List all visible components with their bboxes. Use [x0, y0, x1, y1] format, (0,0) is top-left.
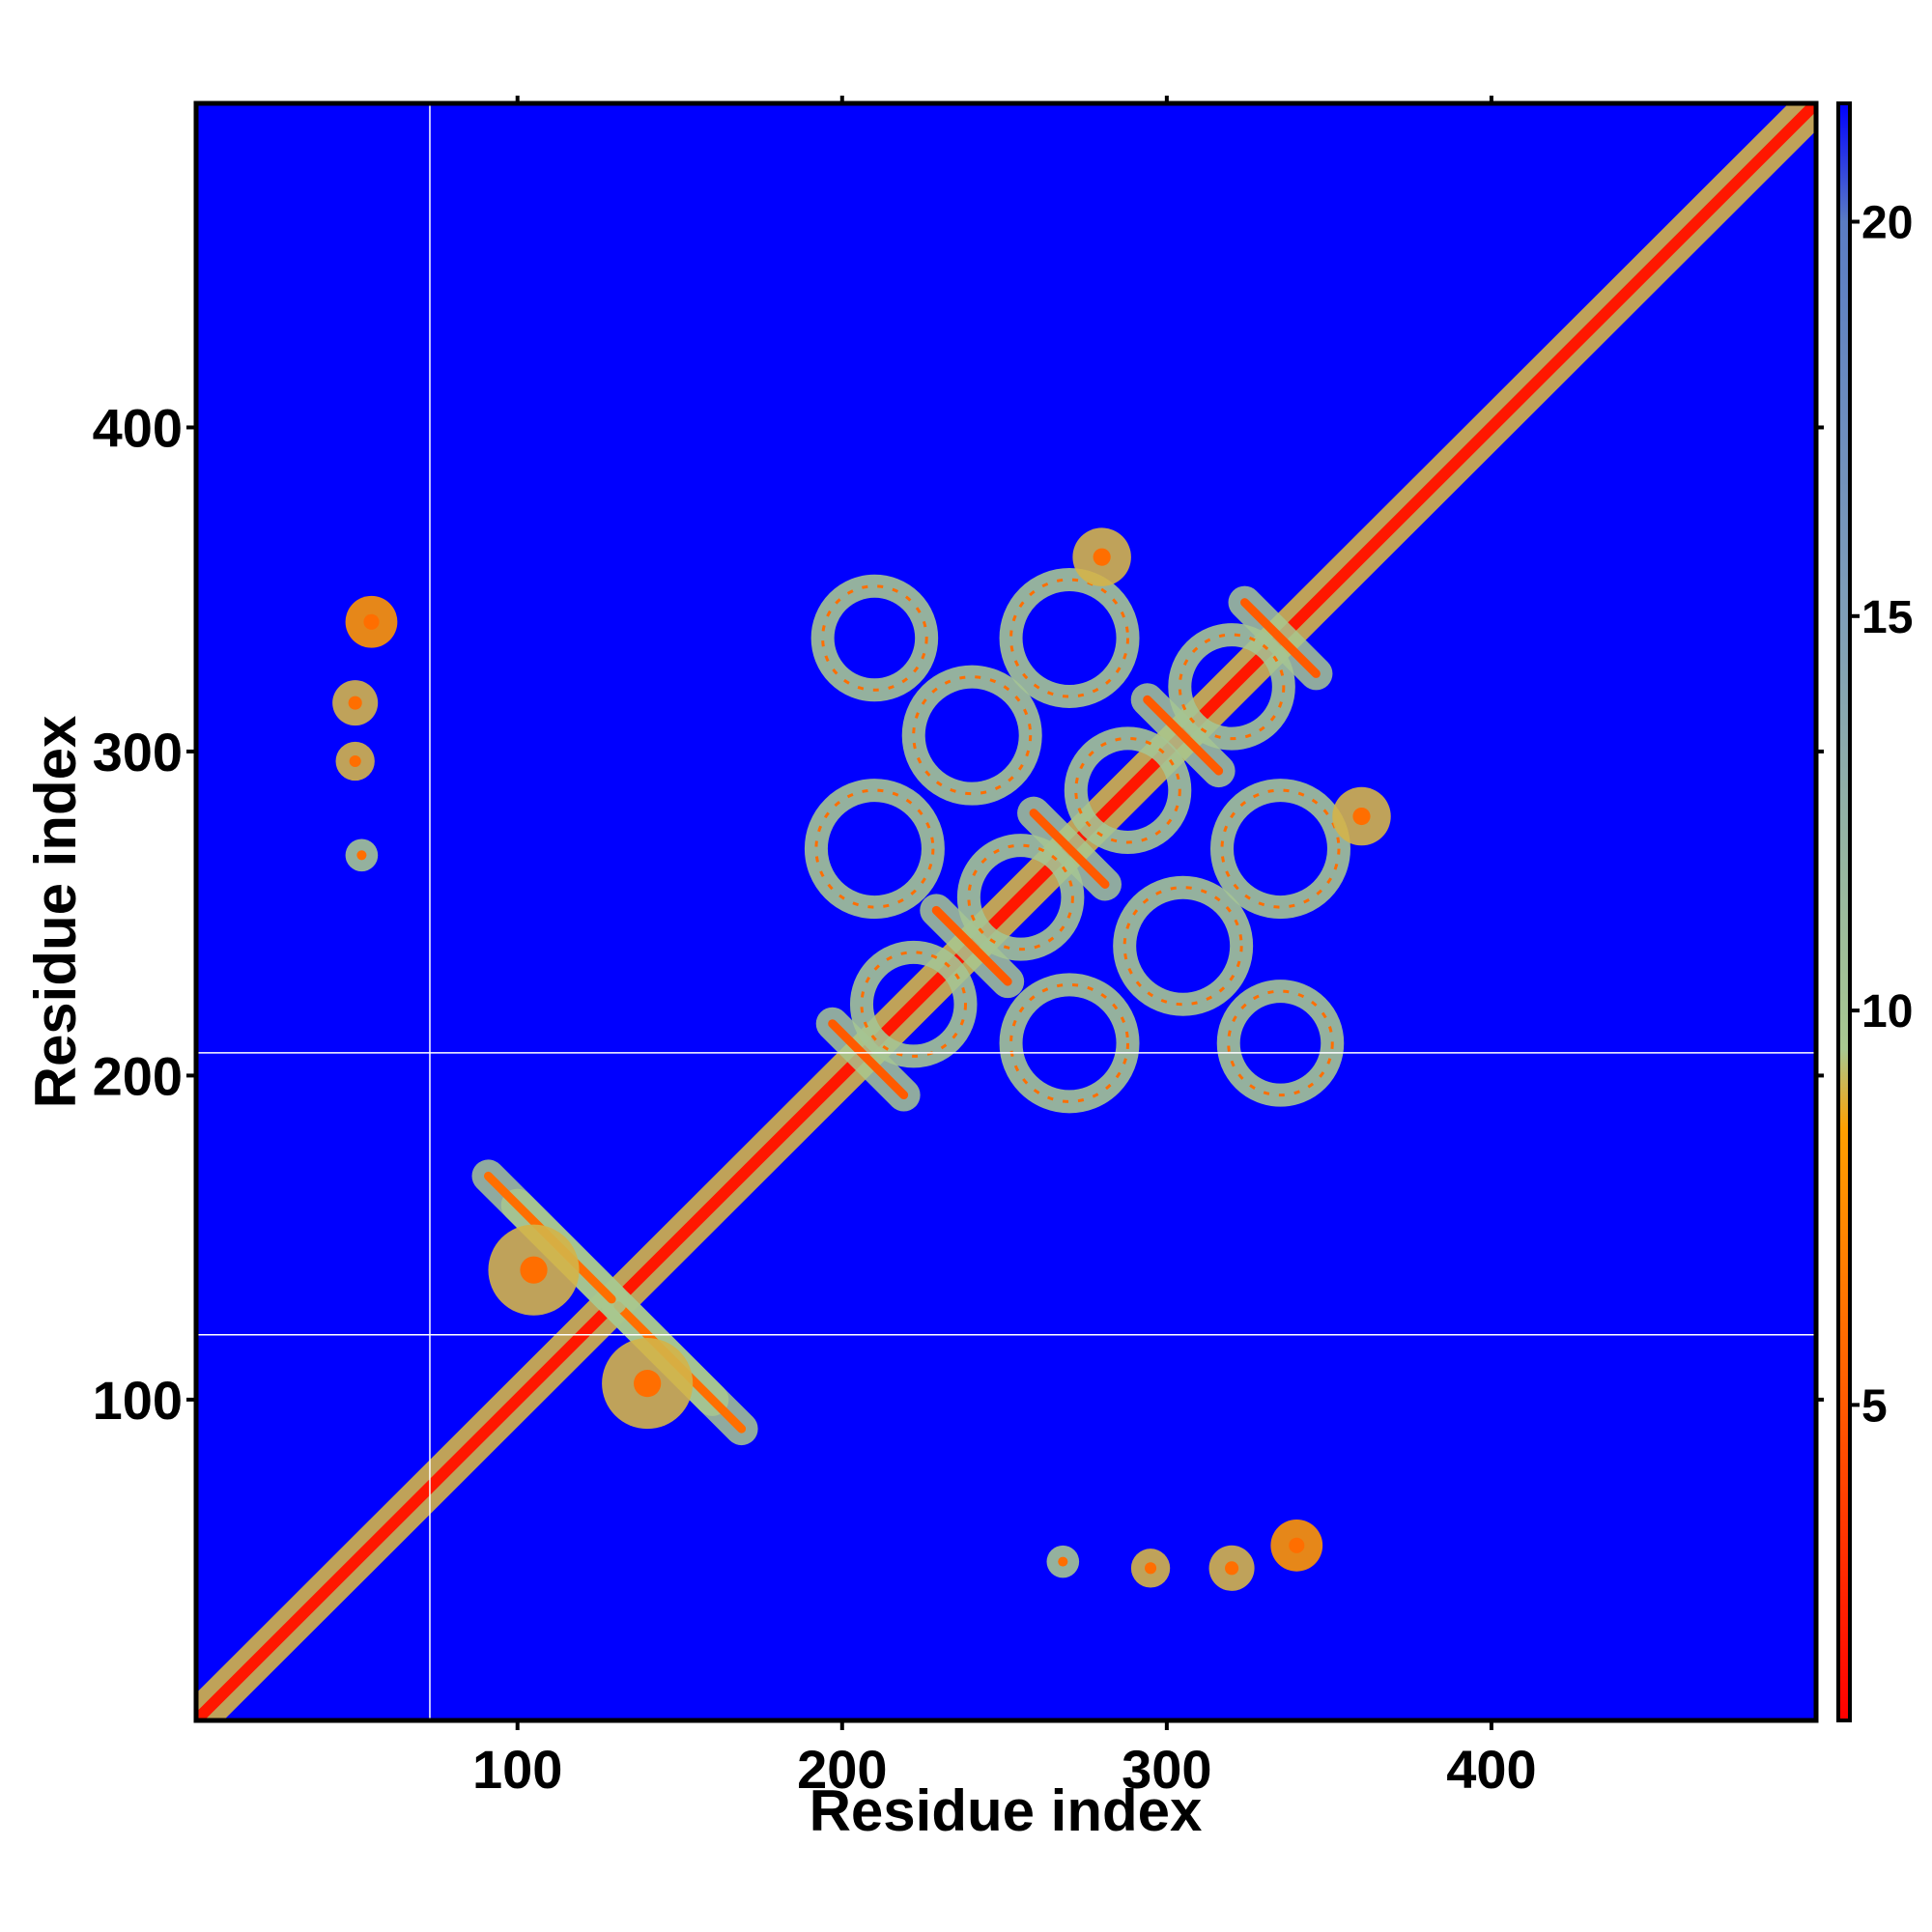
contact-blob-core — [520, 1256, 548, 1284]
antidiagonal-contact — [931, 905, 1012, 986]
contact-blob-core — [1225, 1561, 1239, 1576]
contact-ring-core — [814, 788, 935, 909]
x-axis-ticks: 100 200 300 400 — [472, 96, 1537, 1800]
antidiagonal-contact — [828, 1019, 909, 1100]
contact-ring-core — [1074, 736, 1181, 844]
antidiagonal-contact — [1240, 598, 1321, 678]
contact-ring-core — [1178, 633, 1286, 741]
colorbar-gradient — [1836, 101, 1852, 1722]
contact-blob-core — [1352, 807, 1371, 826]
gap-lines — [196, 103, 1816, 1720]
heatmap-plot-area — [193, 100, 1819, 1723]
x-axis-title: Residue index — [810, 1778, 1203, 1843]
contact-blob-core — [1289, 1537, 1305, 1553]
x-tick-label: 200 — [797, 1739, 887, 1800]
contact-blob-core — [348, 696, 362, 710]
contact-blob-core — [634, 1369, 662, 1398]
contact-blob-core — [363, 613, 380, 630]
y-tick-label: 400 — [93, 397, 183, 458]
contact-blob-core — [1058, 1556, 1068, 1567]
contact-ring-core — [1227, 989, 1334, 1097]
antidiagonal-contact — [1143, 695, 1224, 776]
contact-blob-core — [349, 754, 361, 768]
contact-ring-core — [1220, 788, 1341, 909]
contact-ring-core — [1009, 982, 1130, 1103]
y-tick-label: 300 — [93, 722, 183, 782]
colorbar-tick-label: 10 — [1861, 986, 1913, 1037]
contact-blob-core — [1093, 548, 1111, 566]
y-tick-label: 100 — [93, 1370, 183, 1431]
contact-ring-core — [860, 951, 967, 1058]
colorbar-tick-label: 15 — [1861, 592, 1913, 643]
plot-frame — [193, 100, 1819, 1723]
y-axis-title: Residue index — [23, 716, 88, 1109]
contact-ring-core — [1122, 886, 1243, 1007]
contact-ring-core — [821, 584, 928, 692]
diagonal-core — [196, 103, 1816, 1720]
contact-ring-core — [967, 843, 1074, 952]
y-tick-label: 200 — [93, 1045, 183, 1106]
contact-ring-core — [1009, 578, 1130, 698]
contact-blob-core — [356, 850, 367, 861]
colorbar-tick-label: 20 — [1861, 197, 1913, 248]
y-axis-ticks: 100 200 300 400 — [93, 397, 1824, 1431]
colorbar: 5 10 15 20 — [1836, 101, 1913, 1722]
x-tick-label: 300 — [1122, 1739, 1211, 1800]
contact-ring-core — [912, 675, 1033, 796]
x-tick-label: 100 — [472, 1739, 562, 1800]
colorbar-ticks: 5 10 15 20 — [1850, 197, 1913, 1432]
contact-features — [196, 103, 1816, 1720]
contact-blob-core — [1145, 1562, 1157, 1575]
colorbar-tick-label: 5 — [1861, 1380, 1888, 1432]
x-tick-label: 400 — [1446, 1739, 1536, 1800]
antidiagonal-contact — [1029, 809, 1110, 889]
